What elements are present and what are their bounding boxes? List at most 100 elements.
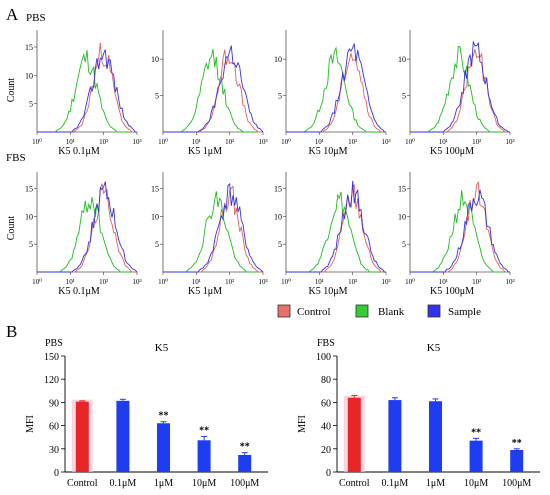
histogram-panel: 10 5 10⁰ 10¹ 10² 10³ K5 100μM <box>398 30 515 157</box>
histogram-curve-sample <box>37 181 138 273</box>
legend-label-blank: Blank <box>378 306 405 318</box>
histogram-xtick-label: 10³ <box>505 278 514 286</box>
histogram-curve-sample <box>410 189 510 273</box>
histogram-ytick-label: 10 <box>151 55 159 64</box>
histogram-xtick-label: 10¹ <box>66 138 75 146</box>
histogram-ytick-label: 10 <box>398 212 406 221</box>
bar <box>429 401 442 472</box>
legend-swatch-sample <box>427 304 441 318</box>
histogram-panel: 15 10 5 10⁰ 10¹ 10² 10³ K5 0.1μM <box>25 30 142 157</box>
bar-ytick-label: 0 <box>326 468 331 479</box>
histogram-curve-blank <box>163 48 263 133</box>
panel-label-a: A <box>6 5 19 24</box>
histogram-ytick-label: 5 <box>278 240 282 249</box>
legend-label-sample: Sample <box>448 306 481 318</box>
histogram-curve-control <box>163 185 263 273</box>
histogram-xtick-label: 10¹ <box>66 278 75 286</box>
histogram-curve-control <box>37 183 137 273</box>
histogram-panel: 10 5 10⁰ 10¹ 10² 10³ K5 10μM <box>274 30 391 157</box>
bar <box>238 454 252 472</box>
histogram-curve-sample <box>163 182 264 273</box>
histogram-curve-control <box>286 53 386 133</box>
histogram-ytick-label: 5 <box>278 92 282 101</box>
histogram-ytick-label: 5 <box>402 240 406 249</box>
histogram-curve-sample <box>286 180 386 273</box>
histogram-xtick-label: 10¹ <box>439 278 448 286</box>
bar-chart-title: K5 <box>427 342 441 354</box>
histogram-ytick-label: 5 <box>402 92 406 101</box>
histogram-xtick-label: 10² <box>225 138 234 146</box>
histogram-ytick-label: 10 <box>274 212 282 221</box>
histogram-xtick-label: 10¹ <box>192 278 201 286</box>
bar-significance: ** <box>159 411 169 422</box>
bar <box>197 440 211 472</box>
histogram-panel: 15 10 5 10⁰ 10¹ 10² 10³ K5 100μM <box>398 172 515 297</box>
histogram-xtick-label: 10¹ <box>192 138 201 146</box>
bar-ytick-label: 120 <box>44 375 59 386</box>
histogram-ytick-label: 5 <box>155 92 159 101</box>
histogram-xtick-label: 10³ <box>132 138 141 146</box>
histogram-curve-sample <box>37 49 137 133</box>
histogram-ylabel-pbs: Count <box>6 78 17 103</box>
bar-category-label: 0.1μM <box>110 478 137 489</box>
histogram-ylabel-fbs: Count <box>6 216 17 241</box>
bar-ytick-label: 30 <box>49 445 59 456</box>
histogram-caption: K5 0.1μM <box>58 286 100 297</box>
histogram-curve-sample <box>163 45 264 133</box>
bar <box>157 423 170 472</box>
histogram-curve-control <box>163 49 263 133</box>
histogram-ytick-label: 15 <box>151 185 159 194</box>
bar-chart-ylabel: MFI <box>297 415 308 433</box>
histogram-xtick-label: 10⁰ <box>405 138 415 146</box>
bar-ytick-label: 100 <box>316 352 331 363</box>
histogram-panel: 15 10 5 10⁰ 10¹ 10² 10³ K5 1μM <box>151 172 268 297</box>
legend-swatch-blank <box>355 304 369 318</box>
histogram-caption: K5 100μM <box>430 146 474 157</box>
histogram-xtick-label: 10² <box>225 278 234 286</box>
histogram-ytick-label: 10 <box>398 55 406 64</box>
histogram-xtick-label: 10³ <box>258 138 267 146</box>
legend-swatch-control <box>277 304 291 318</box>
histogram-ytick-label: 10 <box>151 212 159 221</box>
histogram-ytick-label: 5 <box>29 240 33 249</box>
bar <box>347 397 361 472</box>
histogram-curve-blank <box>410 190 510 273</box>
bar-category-label: 10μM <box>464 478 488 489</box>
bar-category-label: Control <box>339 478 370 489</box>
histogram-curve-blank <box>163 191 263 273</box>
bar <box>116 400 130 472</box>
histogram-xtick-label: 10⁰ <box>405 278 415 286</box>
histogram-xtick-label: 10² <box>348 278 357 286</box>
histogram-xtick-label: 10³ <box>381 138 390 146</box>
histogram-xtick-label: 10¹ <box>315 278 324 286</box>
histogram-xtick-label: 10² <box>99 278 108 286</box>
histogram-ytick-label: 15 <box>274 185 282 194</box>
histogram-xtick-label: 10⁰ <box>32 278 42 286</box>
bar-chart-fbs: FBS K5 MFI 0 20 40 60 80 100 Control 0.1μM 1μM ** 10μ… <box>297 338 540 489</box>
histogram-xtick-label: 10³ <box>381 278 390 286</box>
histogram-ytick-label: 15 <box>25 185 33 194</box>
histogram-caption: K5 100μM <box>430 286 474 297</box>
histogram-caption: K5 10μM <box>309 286 348 297</box>
bar-ytick-label: 0 <box>54 468 59 479</box>
bar-ytick-label: 90 <box>49 398 59 409</box>
bar-significance: ** <box>199 425 209 436</box>
bar-charts: PBS K5 MFI 0 30 60 90 120 150 Control 0.1μM ** 1μM **… <box>25 338 540 489</box>
histogram-ytick-label: 10 <box>274 55 282 64</box>
histogram-curve-sample <box>286 43 386 133</box>
bar-category-label: 1μM <box>154 478 173 489</box>
bar <box>510 449 524 472</box>
bar-category-label: 0.1μM <box>382 478 409 489</box>
histogram-xtick-label: 10⁰ <box>281 138 291 146</box>
histogram-xtick-label: 10² <box>472 138 481 146</box>
bar-ytick-label: 60 <box>49 422 59 433</box>
histogram-xtick-label: 10² <box>99 138 108 146</box>
bar <box>75 401 89 472</box>
histogram-xtick-label: 10² <box>348 138 357 146</box>
bar-ytick-label: 20 <box>321 445 331 456</box>
histogram-xtick-label: 10⁰ <box>158 138 168 146</box>
bar-ytick-label: 150 <box>44 352 59 363</box>
histogram-panel: 10 5 10⁰ 10¹ 10² 10³ K5 1μM <box>151 30 268 157</box>
legend-label-control: Control <box>297 306 331 318</box>
histogram-ytick-label: 10 <box>25 212 33 221</box>
